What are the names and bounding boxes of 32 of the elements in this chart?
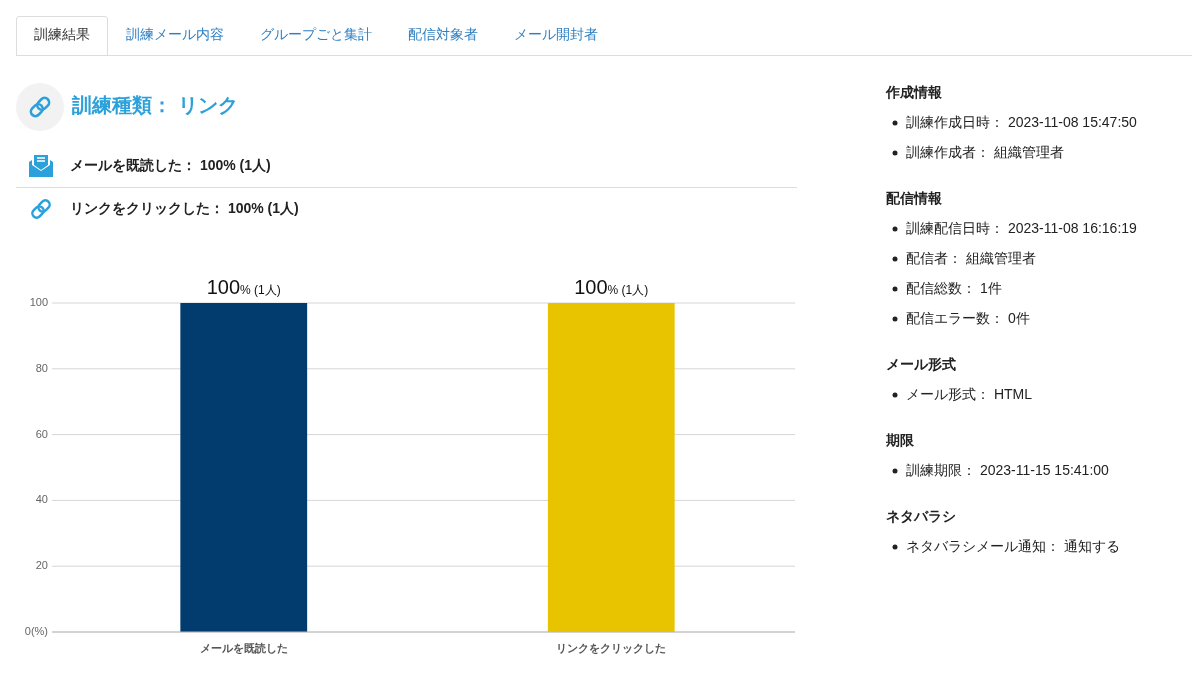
x-tick-label: リンクをクリックした <box>556 641 667 654</box>
text: 訓練メール内容 <box>126 25 224 42</box>
text: 配信総数： 1件 <box>906 279 1002 296</box>
data-label: 100% (1人) <box>206 276 281 298</box>
text: 配信エラー数： 0件 <box>906 309 1030 326</box>
text: 作成情報 <box>885 83 943 100</box>
text: リンクをクリックした： 100% (1人) <box>70 199 299 216</box>
data-label: 100% (1人) <box>574 276 649 298</box>
chart-title: 訓練種類： リンク <box>71 94 238 117</box>
y-tick-label: 60 <box>35 427 48 440</box>
tab: 訓練結果 <box>16 16 108 56</box>
y-tick-label: 0(%) <box>24 624 48 637</box>
text: 配信情報 <box>886 189 943 206</box>
y-tick-label: 40 <box>35 493 48 506</box>
text: 訓練期限： 2023-11-15 15:41:00 <box>906 461 1110 478</box>
text: 配信対象者 <box>408 25 478 42</box>
y-tick-label: 80 <box>35 361 48 374</box>
text: ネタバラシ <box>886 507 956 524</box>
y-tick-label: 20 <box>35 559 48 572</box>
text: 訓練配信日時： 2023-11-08 16:16:19 <box>906 219 1138 236</box>
text: メール形式： HTML <box>906 385 1033 402</box>
text: 配信者： 組織管理者 <box>906 249 1036 266</box>
text: メールを既読した： 100% (1人) <box>70 156 271 173</box>
text: メール開封者 <box>514 25 598 42</box>
text: グループごと集計 <box>260 25 372 42</box>
y-tick-label: 100 <box>29 295 48 308</box>
text: 訓練作成者： 組織管理者 <box>906 143 1064 160</box>
x-tick-label: メールを既読した <box>199 641 288 654</box>
text: 訓練作成日時： 2023-11-08 15:47:50 <box>906 113 1138 130</box>
text: ネタバラシメール通知： 通知する <box>906 537 1120 554</box>
text: メール形式 <box>886 355 956 372</box>
text: 期限 <box>885 431 915 448</box>
